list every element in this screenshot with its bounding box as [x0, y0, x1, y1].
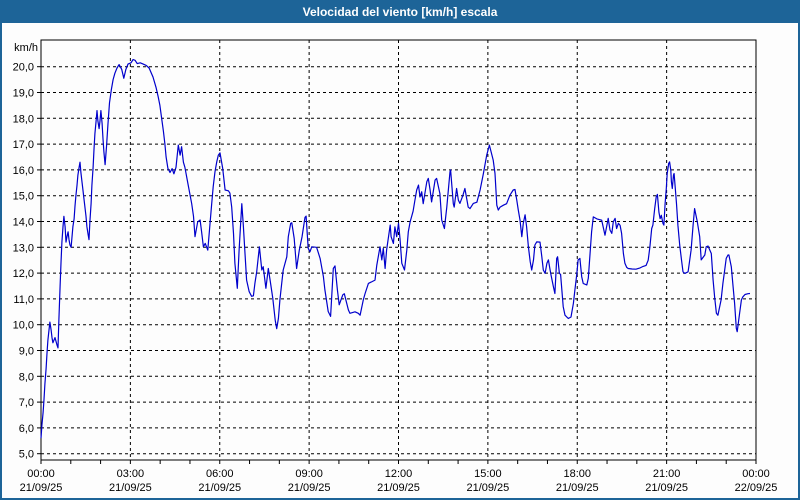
y-axis-label: 6,0: [19, 423, 34, 435]
x-axis-date-label: 21/09/25: [645, 482, 688, 494]
x-axis-time-label: 12:00: [385, 468, 413, 480]
x-axis-time-label: 21:00: [653, 468, 681, 480]
window-title: Velocidad del viento [km/h] escala: [302, 5, 498, 19]
y-axis-label: 8,0: [19, 371, 34, 383]
y-axis-label: 11,0: [13, 294, 34, 306]
x-axis-time-label: 06:00: [206, 468, 234, 480]
y-axis-label: 5,0: [19, 449, 34, 461]
y-axis-label: 17,0: [13, 139, 34, 151]
wind-speed-line: [40, 58, 751, 439]
y-axis-label: 19,0: [13, 88, 34, 100]
x-axis-date-label: 21/09/25: [377, 482, 420, 494]
y-axis-label: 14,0: [13, 217, 34, 229]
x-axis-date-label: 22/09/25: [735, 482, 778, 494]
y-axis-label: 10,0: [13, 320, 34, 332]
y-axis-label: 12,0: [13, 268, 34, 280]
x-axis-time-label: 03:00: [117, 468, 145, 480]
y-axis-label: 20,0: [13, 62, 34, 74]
x-axis-time-label: 18:00: [563, 468, 591, 480]
x-axis-date-label: 21/09/25: [198, 482, 241, 494]
x-axis-time-label: 15:00: [474, 468, 502, 480]
x-axis-date-label: 21/09/25: [556, 482, 599, 494]
y-axis-label: 18,0: [13, 113, 34, 125]
y-axis-label: 9,0: [19, 346, 34, 358]
x-axis-date-label: 21/09/25: [109, 482, 152, 494]
x-axis-time-label: 00:00: [27, 468, 55, 480]
x-axis-date-label: 21/09/25: [288, 482, 331, 494]
y-axis-label: 15,0: [13, 191, 34, 203]
x-axis-date-label: 21/09/25: [466, 482, 509, 494]
x-axis-time-label: 09:00: [295, 468, 323, 480]
y-axis-label: 13,0: [13, 242, 34, 254]
x-axis-time-label: 00:00: [742, 468, 770, 480]
window-title-bar: Velocidad del viento [km/h] escala: [2, 2, 798, 23]
x-axis-date-label: 21/09/25: [20, 482, 63, 494]
y-axis-unit-label: km/h: [14, 42, 38, 54]
y-axis-label: 7,0: [19, 397, 34, 409]
y-axis-label: 16,0: [13, 165, 34, 177]
